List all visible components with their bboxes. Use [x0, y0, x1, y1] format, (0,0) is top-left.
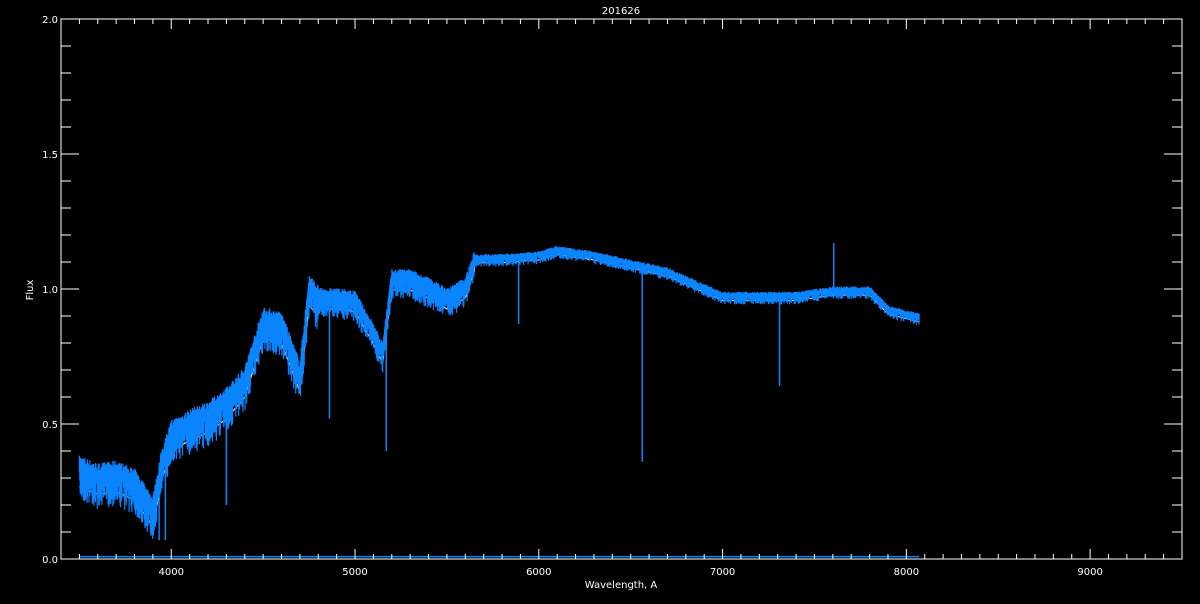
data-layer [78, 243, 920, 558]
x-axis-label: Wavelength, A [585, 580, 658, 591]
y-tick-label: 0.5 [42, 420, 58, 431]
y-tick-label: 1.0 [42, 285, 58, 296]
x-tick-label: 4000 [159, 567, 184, 578]
y-axis-label: Flux [25, 280, 36, 301]
x-tick-label: 5000 [342, 567, 367, 578]
y-tick-label: 2.0 [42, 15, 58, 26]
plot-frame [60, 18, 1183, 560]
x-tick-label: 7000 [710, 567, 735, 578]
x-tick-label: 8000 [894, 567, 919, 578]
y-tick-label: 0.0 [42, 555, 58, 566]
x-tick-label: 6000 [526, 567, 551, 578]
spectrum-line [78, 245, 920, 539]
axis-ticks: 4000 5000 6000 7000 8000 9000 0.0 0.5 1.0 1.5 2.0 [42, 15, 1183, 578]
y-tick-label: 1.5 [42, 150, 58, 161]
chart-title: 201626 [602, 6, 640, 17]
x-tick-label: 9000 [1077, 567, 1102, 578]
